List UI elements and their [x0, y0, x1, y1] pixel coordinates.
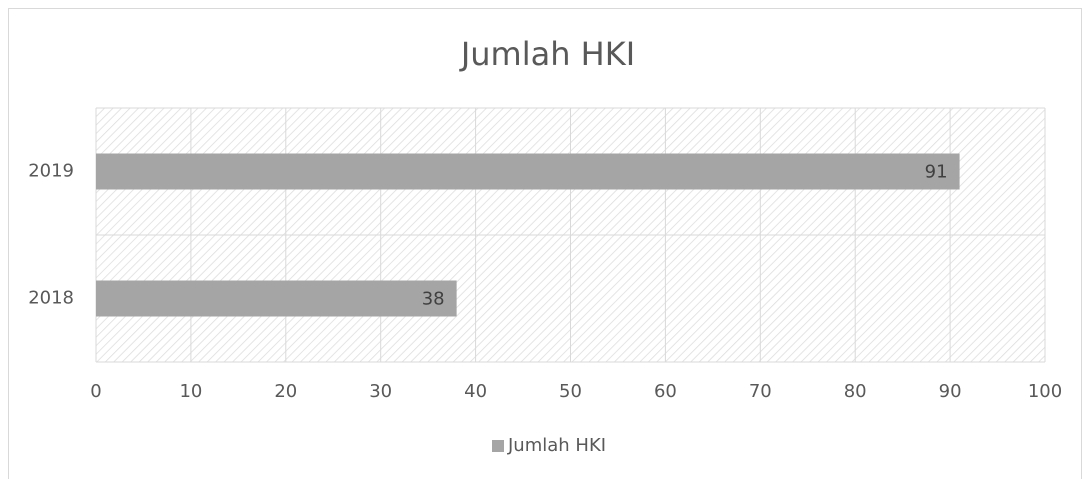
y-tick-label: 2018: [28, 288, 74, 309]
x-tick-label: 80: [844, 381, 867, 402]
data-label: 38: [422, 289, 445, 310]
x-tick-label: 60: [654, 381, 677, 402]
x-tick-label: 100: [1028, 381, 1062, 402]
data-label: 91: [925, 162, 948, 183]
x-tick-label: 30: [369, 381, 392, 402]
legend-label: Jumlah HKI: [507, 435, 606, 456]
x-tick-label: 50: [559, 381, 582, 402]
x-tick-label: 0: [90, 381, 101, 402]
bar: [96, 280, 457, 317]
x-tick-label: 20: [274, 381, 297, 402]
bar: [96, 153, 960, 190]
x-tick-label: 90: [939, 381, 962, 402]
y-tick-label: 2019: [28, 161, 74, 182]
legend-swatch: [492, 440, 504, 452]
x-tick-label: 10: [179, 381, 202, 402]
x-tick-label: 40: [464, 381, 487, 402]
x-tick-label: 70: [749, 381, 772, 402]
chart-title: Jumlah HKI: [459, 35, 635, 73]
